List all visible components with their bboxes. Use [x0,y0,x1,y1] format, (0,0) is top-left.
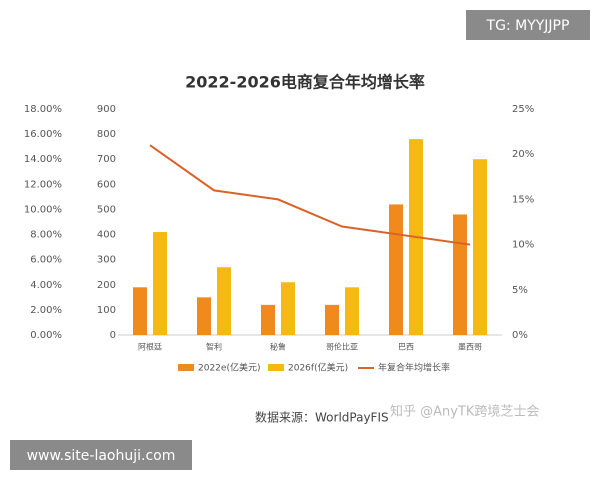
y2-tick-label: 5% [512,285,528,296]
y3-tick-label: 12.00% [24,179,62,190]
overlay-box [10,440,192,470]
bar [473,159,487,335]
y2-tick-label: 0% [512,330,528,341]
y3-tick-label: 8.00% [30,230,62,241]
overlay-text: TG: MYYJJPP [486,18,570,34]
y-tick-label: 0 [110,330,116,341]
y3-tick-label: 14.00% [24,154,62,165]
x-tick-label: 智利 [206,342,222,352]
x-tick-label: 哥伦比亚 [326,342,358,352]
watermark: 知乎 @AnyTK跨境芝士会 [390,404,539,420]
x-tick-label: 墨西哥 [458,343,482,352]
y-tick-label: 600 [97,179,116,190]
y-tick-label: 800 [97,129,116,140]
source: 数据来源：WorldPayFIS [255,410,389,425]
bar [197,297,211,335]
legend-label: 2022e(亿美元) [198,362,260,374]
y-tick-label: 900 [97,104,116,115]
y-tick-label: 400 [97,230,116,241]
bar [345,287,359,335]
y2-tick-label: 10% [512,240,534,251]
y3-tick-label: 16.00% [24,129,62,140]
overlay-box [466,10,590,40]
legend-swatch [178,364,194,371]
chart-title: 2022-2026电商复合年均增长率 [185,73,425,92]
y3-tick-label: 2.00% [30,305,62,316]
y3-tick-label: 18.00% [24,104,62,115]
bar [453,214,467,335]
y-tick-label: 200 [97,280,116,291]
y3-tick-label: 6.00% [30,255,62,266]
y-tick-label: 700 [97,154,116,165]
y2-tick-label: 20% [512,149,534,160]
line [149,144,471,246]
x-tick-label: 秘鲁 [270,342,286,352]
y2-tick-label: 15% [512,194,534,205]
legend-swatch [268,364,284,371]
y3-tick-label: 0.00% [30,330,62,341]
y-tick-label: 300 [97,255,116,266]
y3-tick-label: 4.00% [30,280,62,291]
bar [389,204,403,335]
legend-label: 年复合年均增长率 [378,362,450,374]
overlay-text: www.site-laohuji.com [27,448,176,464]
bar [281,282,295,335]
y-tick-label: 100 [97,305,116,316]
y3-tick-label: 10.00% [24,204,62,215]
bar [325,304,339,335]
y-tick-label: 500 [97,204,116,215]
legend-label: 2026f(亿美元) [288,362,348,374]
bar [217,267,231,335]
bar [133,287,147,335]
y2-tick-label: 25% [512,104,534,115]
bar [153,232,167,335]
x-tick-label: 阿根廷 [138,342,162,352]
x-tick-label: 巴西 [398,343,414,352]
bar [261,304,275,335]
